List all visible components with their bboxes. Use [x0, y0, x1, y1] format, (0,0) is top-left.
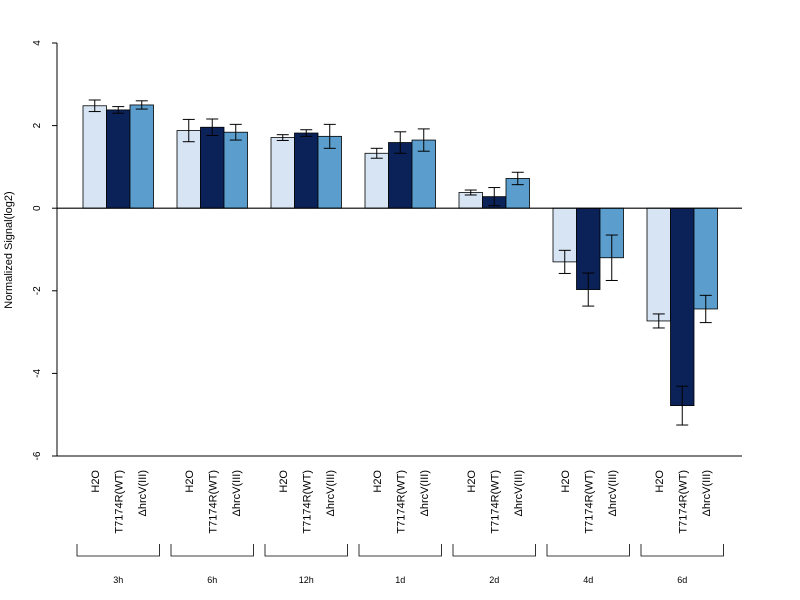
bar — [82, 105, 107, 209]
bar — [364, 152, 389, 209]
bar — [693, 207, 718, 310]
group-bracket — [640, 544, 724, 557]
y-axis: -6 -4 -2 0 2 4 — [32, 40, 742, 460]
group-bracket — [264, 544, 348, 557]
group-bracket — [170, 544, 254, 557]
bar-series-label: H2O — [184, 470, 196, 493]
bar-series-label: H2O — [372, 470, 384, 493]
group-label: 4d — [583, 575, 593, 585]
bar-series-label: H2O — [654, 470, 666, 493]
group-brackets: 3h 6h 12h 1d 2d 4d 6d — [76, 544, 724, 585]
bar-series-label: T7174R(WT) — [113, 470, 125, 534]
bar — [200, 126, 225, 209]
bar-series-label: H2O — [90, 470, 102, 493]
y-tick-label: 4 — [32, 40, 43, 46]
y-tick-label: -4 — [32, 369, 43, 378]
bar — [270, 137, 295, 209]
group-label: 3h — [113, 575, 123, 585]
group-label: 1d — [395, 575, 405, 585]
bar — [106, 109, 131, 209]
group-bracket — [546, 544, 630, 557]
bar-series-label: ΔhrcV(III) — [231, 470, 243, 516]
y-tick-label: 0 — [32, 205, 43, 211]
bar-series-label: ΔhrcV(III) — [513, 470, 525, 516]
bar-series-label: ΔhrcV(III) — [701, 470, 713, 516]
group-bracket — [358, 544, 442, 557]
bar — [223, 131, 248, 209]
group-label: 12h — [299, 575, 314, 585]
group-bracket — [452, 544, 536, 557]
error-bars — [88, 99, 712, 426]
group-label: 2d — [489, 575, 499, 585]
bar-series-label: T7174R(WT) — [207, 470, 219, 534]
group-label: 6h — [207, 575, 217, 585]
y-tick-label: 2 — [32, 122, 43, 128]
bar-series-label: ΔhrcV(III) — [419, 470, 431, 516]
bar-series-label: H2O — [560, 470, 572, 493]
y-axis-title: Normalized Signal(log2) — [3, 191, 15, 308]
bar-series-label: H2O — [278, 470, 290, 493]
bar-series-label: ΔhrcV(III) — [137, 470, 149, 516]
y-tick-label: -2 — [32, 286, 43, 295]
group-bracket — [76, 544, 160, 557]
bar-series-label: H2O — [466, 470, 478, 493]
y-tick-label: -6 — [32, 451, 43, 460]
bar-series-label: ΔhrcV(III) — [325, 470, 337, 516]
bar — [670, 207, 695, 407]
group-label: 6d — [677, 575, 687, 585]
bar-series-label: T7174R(WT) — [489, 470, 501, 534]
bar-series-label: T7174R(WT) — [395, 470, 407, 534]
bar-series-label: T7174R(WT) — [583, 470, 595, 534]
bar — [646, 207, 671, 322]
bar — [129, 104, 154, 209]
bar-series-label: T7174R(WT) — [301, 470, 313, 534]
bar-series-label: ΔhrcV(III) — [607, 470, 619, 516]
bar-series-label: T7174R(WT) — [677, 470, 689, 534]
bar-labels: H2O T7174R(WT) ΔhrcV(III) H2O T7174R(WT) Δhrc… — [90, 470, 713, 534]
bar — [294, 132, 319, 209]
